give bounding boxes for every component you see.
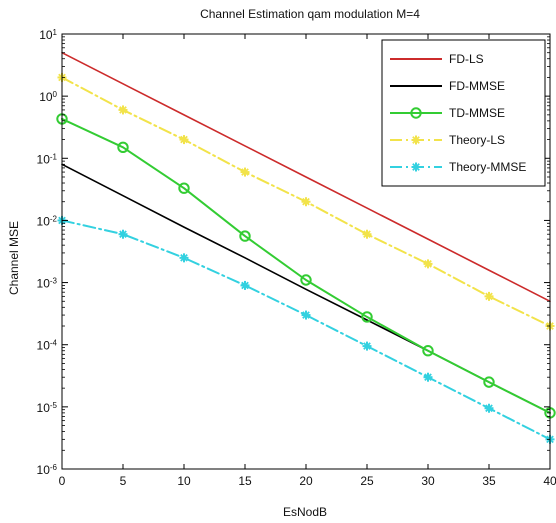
data-point-td-mmse-3 — [239, 230, 251, 242]
series-theory-mmse — [57, 215, 555, 444]
x-tick-label-2: 10 — [177, 474, 191, 488]
x-tick-label-0: 0 — [59, 474, 66, 488]
legend-item-theory-mmse: Theory-MMSE — [390, 160, 526, 174]
series-line-theory-mmse — [61, 219, 551, 441]
x-tick-label-7: 35 — [482, 474, 496, 488]
legend: FD-LS FD-MMSE TD-MMSE Theory-LS Theory-MMSE — [381, 39, 546, 187]
axes-layer: 0 5 10 15 20 25 30 35 40 101 100 10-1 10-2 10-3 10-4 10… — [37, 28, 556, 489]
x-tick-label-3: 15 — [238, 474, 252, 488]
data-point-td-mmse-7 — [483, 376, 495, 388]
legend-label-4: Theory-MMSE — [449, 160, 526, 174]
data-point-theory-mmse-7 — [484, 403, 494, 413]
series-line-td-mmse — [61, 117, 551, 414]
data-point-td-mmse-2 — [178, 182, 190, 194]
legend-item-fd-mmse: FD-MMSE — [390, 79, 505, 93]
data-point-td-mmse-4 — [300, 274, 312, 286]
legend-marker-4 — [411, 162, 421, 172]
legend-item-fd-ls: FD-LS — [390, 52, 484, 66]
data-point-theory-ls-5 — [362, 229, 372, 239]
x-tick-label-8: 40 — [543, 474, 556, 488]
series-layer — [56, 51, 556, 444]
data-point-theory-ls-4 — [301, 197, 311, 207]
x-tick-label-1: 5 — [120, 474, 127, 488]
data-point-theory-ls-3 — [240, 167, 250, 177]
chart-title: Channel Estimation qam modulation M=4 — [200, 7, 420, 21]
y-tick-label-1: 100 — [39, 90, 57, 105]
legend-item-theory-ls: Theory-LS — [390, 133, 505, 147]
data-point-theory-mmse-4 — [301, 310, 311, 320]
data-point-theory-ls-1 — [118, 105, 128, 115]
series-fd-ls — [61, 51, 551, 303]
x-tick-label-5: 25 — [360, 474, 374, 488]
y-tick-label-7: 10-6 — [37, 463, 58, 478]
data-point-theory-ls-6 — [423, 259, 433, 269]
y-tick-label-0: 101 — [39, 28, 57, 43]
y-tick-label-2: 10-1 — [37, 152, 58, 167]
legend-label-1: FD-MMSE — [449, 79, 505, 93]
data-point-theory-mmse-6 — [423, 372, 433, 382]
legend-label-3: Theory-LS — [449, 133, 505, 147]
y-tick-label-5: 10-4 — [37, 338, 58, 353]
legend-marker-2 — [410, 107, 422, 119]
data-point-theory-ls-7 — [484, 291, 494, 301]
data-point-theory-ls-2 — [179, 135, 189, 145]
legend-label-2: TD-MMSE — [449, 106, 505, 120]
data-point-td-mmse-5 — [361, 311, 373, 323]
data-point-theory-mmse-2 — [179, 253, 189, 263]
data-point-theory-mmse-5 — [362, 341, 372, 351]
data-point-theory-mmse-1 — [118, 229, 128, 239]
data-point-theory-mmse-3 — [240, 280, 250, 290]
data-point-td-mmse-1 — [117, 141, 129, 154]
series-theory-ls — [57, 72, 555, 331]
y-tick-label-4: 10-3 — [37, 276, 58, 291]
y-axis-label: Channel MSE — [7, 221, 21, 295]
legend-item-td-mmse: TD-MMSE — [390, 106, 505, 120]
series-line-fd-ls — [61, 51, 551, 303]
x-axis-label: EsNodB — [283, 505, 327, 519]
legend-label-0: FD-LS — [449, 52, 484, 66]
x-tick-label-4: 20 — [299, 474, 313, 488]
y-tick-label-3: 10-2 — [37, 214, 58, 229]
legend-marker-3 — [411, 135, 421, 145]
x-tick-label-6: 30 — [421, 474, 435, 488]
data-point-td-mmse-6 — [422, 345, 434, 357]
y-tick-label-6: 10-5 — [37, 400, 58, 415]
